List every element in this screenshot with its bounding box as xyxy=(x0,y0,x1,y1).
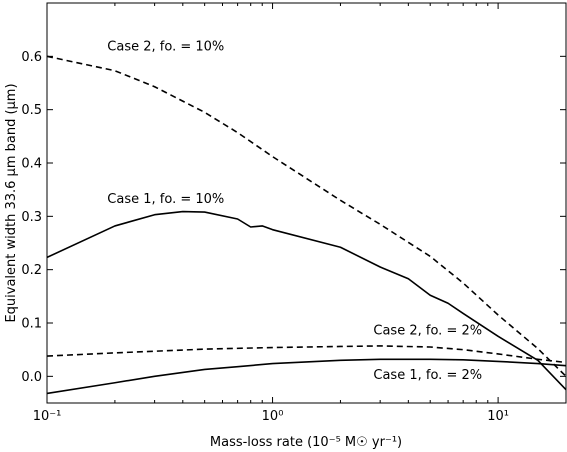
x-tick-label: 10⁻¹ xyxy=(33,409,62,424)
annotation-1: Case 2, fo. = 10% xyxy=(107,40,224,55)
y-tick-label: 0.2 xyxy=(21,263,42,278)
annotation-3: Case 2, fo. = 2% xyxy=(373,324,482,339)
y-tick-label: 0.0 xyxy=(21,370,42,385)
y-tick-label: 0.5 xyxy=(21,103,42,118)
series-line-3 xyxy=(46,345,567,364)
y-tick-label: 0.1 xyxy=(21,317,42,332)
annotation-2: Case 1, fo. = 10% xyxy=(107,192,224,207)
x-axis-label: Mass-loss rate (10⁻⁵ M☉ yr⁻¹) xyxy=(210,435,402,450)
y-tick-label: 0.6 xyxy=(21,50,42,65)
series-line-2 xyxy=(46,210,567,391)
annotation-4: Case 1, fo. = 2% xyxy=(373,368,482,383)
y-axis-label: Equivalent width 33.6 μm band (μm) xyxy=(4,83,19,322)
series-layer xyxy=(46,55,567,395)
series-line-1 xyxy=(46,55,567,377)
annotation-layer: Case 2, fo. = 10% Case 1, fo. = 10% Case 2… xyxy=(107,40,482,384)
y-tick-label: 0.4 xyxy=(21,157,42,172)
series-line-4 xyxy=(46,358,567,395)
plot-frame xyxy=(46,2,567,404)
y-tick-label: 0.3 xyxy=(21,210,42,225)
x-tick-label: 10⁰ xyxy=(262,409,284,424)
x-tick-label: 10¹ xyxy=(487,409,509,424)
